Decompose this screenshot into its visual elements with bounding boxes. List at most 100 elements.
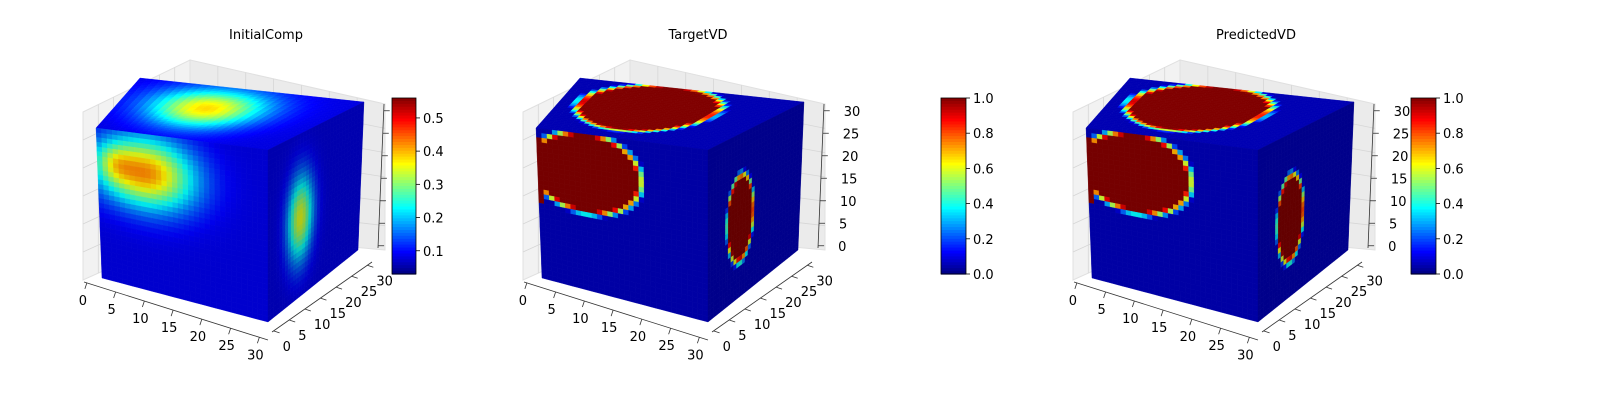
voxel-cell <box>214 184 221 191</box>
voxel-cell <box>686 189 693 196</box>
voxel-cell <box>101 133 108 140</box>
colorbar-tick-label: 0.5 <box>423 112 444 127</box>
voxel-cell <box>163 289 170 297</box>
voxel-cell <box>654 163 661 170</box>
voxel-cell <box>659 143 666 150</box>
voxel-cell <box>686 147 693 154</box>
voxel-cell <box>632 150 639 157</box>
voxel-cell <box>552 134 559 141</box>
voxel-cell <box>246 189 253 196</box>
voxel-cell <box>686 168 693 175</box>
voxel-cell <box>235 171 242 179</box>
voxel-cell <box>594 135 601 142</box>
voxel-cell <box>600 145 607 153</box>
colorbar: 0.10.20.30.40.5 <box>391 97 444 275</box>
x-tick <box>84 282 88 290</box>
voxel-cell <box>654 184 661 191</box>
y-tick-label: 5 <box>298 329 306 344</box>
voxel-cell <box>219 148 226 156</box>
voxel-cell <box>246 184 253 191</box>
voxel-cell <box>637 145 644 153</box>
voxel-cell <box>686 173 693 181</box>
voxel-cell <box>605 136 612 143</box>
voxel-cell <box>251 168 258 176</box>
voxel-cell <box>675 177 682 184</box>
voxel-cell <box>219 159 226 166</box>
voxel-cell <box>632 155 639 162</box>
x-tick <box>141 300 145 308</box>
voxel-cell <box>681 172 687 180</box>
voxel-cell <box>230 181 237 189</box>
voxel-cell <box>112 144 119 151</box>
cube-front-face <box>535 127 709 323</box>
voxel-cell <box>171 137 177 144</box>
voxel-cell <box>670 144 676 152</box>
voxel-cell <box>659 164 666 171</box>
voxel-cell <box>643 167 650 174</box>
voxel-cell <box>251 147 258 155</box>
voxel-cell <box>702 181 709 188</box>
voxel-cell <box>251 174 258 181</box>
voxel-cell <box>198 156 205 163</box>
voxel-cell <box>691 147 698 155</box>
y-tick-label: 20 <box>345 296 362 311</box>
voxel-cell <box>697 164 703 171</box>
voxel-cell <box>246 157 253 165</box>
voxel-cell <box>106 129 113 136</box>
voxel-cell <box>573 132 580 139</box>
y-tick-label: 0 <box>283 340 291 355</box>
voxel-cell <box>257 169 263 177</box>
voxel-cell <box>686 152 693 159</box>
voxel-cell <box>633 165 639 172</box>
voxel-cell <box>681 162 687 169</box>
voxel-cell <box>138 138 145 145</box>
voxel-cell <box>235 150 242 158</box>
voxel-cell <box>230 150 237 157</box>
voxel-cell <box>214 168 221 176</box>
voxel-cell <box>573 137 580 144</box>
voxel-cell <box>675 161 682 168</box>
voxel-cell <box>681 151 687 159</box>
voxel-cell <box>557 140 564 147</box>
voxel-cell <box>675 156 682 163</box>
x-tick <box>170 309 174 317</box>
x-tick-label: 20 <box>190 330 207 345</box>
voxel-cell <box>262 181 269 188</box>
voxel-cell <box>192 155 199 162</box>
voxel-cell <box>654 168 661 176</box>
chart-title: InitialComp <box>229 28 303 43</box>
voxel-cell <box>128 141 135 148</box>
voxel-cell <box>165 136 172 143</box>
voxel-cell <box>691 152 698 160</box>
voxel-cell <box>691 174 698 181</box>
voxel-cell <box>568 136 575 143</box>
voxel-cell <box>174 292 181 299</box>
voxel-cell <box>611 137 617 144</box>
voxel-cell <box>127 279 134 287</box>
voxel-cell <box>257 185 263 193</box>
voxel-cell <box>219 174 226 182</box>
voxel-cell <box>659 174 666 182</box>
voxel-cell <box>224 159 231 167</box>
voxel-cell <box>181 138 188 145</box>
voxel-cell <box>209 173 215 180</box>
colorbar-tick-label: 0.1 <box>423 245 444 260</box>
y-tick-label: 30 <box>376 274 393 289</box>
voxel-cell <box>246 173 253 181</box>
voxel-cell <box>686 162 693 170</box>
voxel-cell <box>251 152 258 160</box>
voxel-cell <box>251 163 258 171</box>
voxel-cell <box>664 144 671 151</box>
y-tick <box>351 275 358 279</box>
voxel-cell <box>246 152 253 159</box>
voxel-cell <box>262 149 269 156</box>
voxel-cell <box>541 133 548 140</box>
voxel-cell <box>224 170 231 177</box>
voxel-cell <box>139 142 146 150</box>
voxel-cell <box>112 134 119 141</box>
y-tick-label: 10 <box>314 318 331 333</box>
voxel-cell <box>133 147 140 154</box>
voxel-cell <box>664 149 671 156</box>
voxel-cell <box>231 306 238 315</box>
